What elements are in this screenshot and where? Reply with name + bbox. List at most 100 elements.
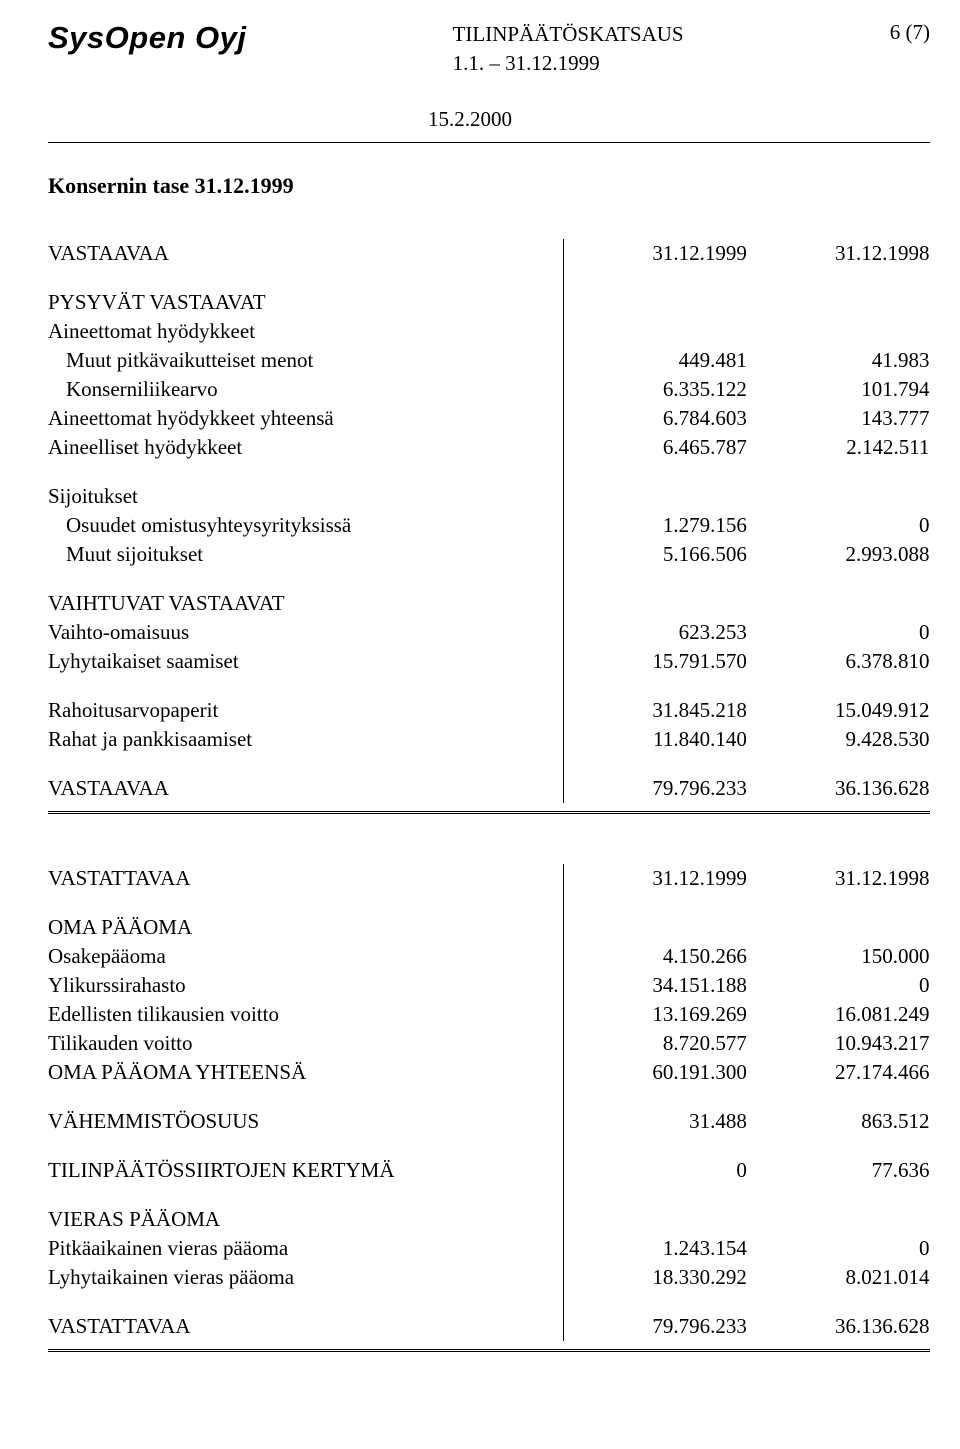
- row-label: Aineelliset hyödykkeet: [48, 433, 564, 462]
- row-value2: 36.136.628: [747, 1312, 930, 1341]
- pysyvat-heading: PYSYVÄT VASTAAVAT: [48, 288, 564, 317]
- row-value1: 31.488: [564, 1107, 747, 1136]
- row-value2: 8.021.014: [747, 1263, 930, 1292]
- liabilities-col-headers: VASTATTAVAA 31.12.1999 31.12.1998: [48, 864, 930, 893]
- liabilities-double-rule: [48, 1349, 930, 1352]
- row-value2: 6.378.810: [747, 647, 930, 676]
- table-row: Rahoitusarvopaperit 31.845.218 15.049.91…: [48, 696, 930, 725]
- row-value1: 1.243.154: [564, 1234, 747, 1263]
- row-value1: 6.465.787: [564, 433, 747, 462]
- liabilities-table: VASTATTAVAA 31.12.1999 31.12.1998 OMA PÄ…: [48, 864, 930, 1341]
- row-value1: 18.330.292: [564, 1263, 747, 1292]
- aineettomat-heading: Aineettomat hyödykkeet: [48, 317, 564, 346]
- row-label: Muut sijoitukset: [48, 540, 564, 569]
- row-value1: 11.840.140: [564, 725, 747, 754]
- row-value1: 1.279.156: [564, 511, 747, 540]
- row-label: TILINPÄÄTÖSSIIRTOJEN KERTYMÄ: [48, 1156, 564, 1185]
- row-value1: 623.253: [564, 618, 747, 647]
- table-row: Muut pitkävaikutteiset menot 449.481 41.…: [48, 346, 930, 375]
- row-label: Aineettomat hyödykkeet yhteensä: [48, 404, 564, 433]
- row-label: Osuudet omistusyhteysyrityksissä: [48, 511, 564, 540]
- assets-col-headers: VASTAAVAA 31.12.1999 31.12.1998: [48, 239, 930, 268]
- row-value1: 60.191.300: [564, 1058, 747, 1087]
- row-value2: 16.081.249: [747, 1000, 930, 1029]
- row-value1: 79.796.233: [564, 1312, 747, 1341]
- table-row: Konserniliikearvo 6.335.122 101.794: [48, 375, 930, 404]
- row-value1: 15.791.570: [564, 647, 747, 676]
- table-row: Edellisten tilikausien voitto 13.169.269…: [48, 1000, 930, 1029]
- row-label: Pitkäaikainen vieras pääoma: [48, 1234, 564, 1263]
- row-value2: 0: [747, 1234, 930, 1263]
- row-value2: 36.136.628: [747, 774, 930, 803]
- table-row: Aineettomat hyödykkeet yhteensä 6.784.60…: [48, 404, 930, 433]
- doc-title-block: TILINPÄÄTÖSKATSAUS 1.1. – 31.12.1999: [453, 20, 684, 79]
- row-label: Rahoitusarvopaperit: [48, 696, 564, 725]
- liab-header-label: VASTATTAVAA: [48, 864, 564, 893]
- row-label: Lyhytaikainen vieras pääoma: [48, 1263, 564, 1292]
- liabilities-total-row: VASTATTAVAA 79.796.233 36.136.628: [48, 1312, 930, 1341]
- liab-header-col2: 31.12.1998: [747, 864, 930, 893]
- row-value1: 4.150.266: [564, 942, 747, 971]
- document-header: SysOpen Oyj TILINPÄÄTÖSKATSAUS 1.1. – 31…: [48, 20, 930, 79]
- row-value2: 27.174.466: [747, 1058, 930, 1087]
- doc-title: TILINPÄÄTÖSKATSAUS: [453, 20, 684, 49]
- row-value1: 6.784.603: [564, 404, 747, 433]
- liab-header-col1: 31.12.1999: [564, 864, 747, 893]
- table-row: Aineelliset hyödykkeet 6.465.787 2.142.5…: [48, 433, 930, 462]
- row-value2: 77.636: [747, 1156, 930, 1185]
- vieras-paaoma-heading: VIERAS PÄÄOMA: [48, 1205, 564, 1234]
- table-row: Muut sijoitukset 5.166.506 2.993.088: [48, 540, 930, 569]
- row-value2: 0: [747, 971, 930, 1000]
- assets-header-label: VASTAAVAA: [48, 239, 564, 268]
- table-row: Osakepääoma 4.150.266 150.000: [48, 942, 930, 971]
- row-label: VASTAAVAA: [48, 774, 564, 803]
- row-value1: 5.166.506: [564, 540, 747, 569]
- sijoitukset-heading: Sijoitukset: [48, 482, 564, 511]
- row-label: Vaihto-omaisuus: [48, 618, 564, 647]
- row-value2: 2.993.088: [747, 540, 930, 569]
- row-value2: 0: [747, 618, 930, 647]
- row-value2: 150.000: [747, 942, 930, 971]
- header-rule: [48, 142, 930, 143]
- row-label: VÄHEMMISTÖOSUUS: [48, 1107, 564, 1136]
- row-value2: 9.428.530: [747, 725, 930, 754]
- row-value1: 0: [564, 1156, 747, 1185]
- row-value1: 31.845.218: [564, 696, 747, 725]
- row-value2: 143.777: [747, 404, 930, 433]
- table-row: Ylikurssirahasto 34.151.188 0: [48, 971, 930, 1000]
- table-row: TILINPÄÄTÖSSIIRTOJEN KERTYMÄ 0 77.636: [48, 1156, 930, 1185]
- assets-total-row: VASTAAVAA 79.796.233 36.136.628: [48, 774, 930, 803]
- page-number: 6 (7): [890, 20, 930, 45]
- table-row: Tilikauden voitto 8.720.577 10.943.217: [48, 1029, 930, 1058]
- row-value1: 34.151.188: [564, 971, 747, 1000]
- doc-period: 1.1. – 31.12.1999: [453, 49, 684, 78]
- table-row: Rahat ja pankkisaamiset 11.840.140 9.428…: [48, 725, 930, 754]
- row-label: Edellisten tilikausien voitto: [48, 1000, 564, 1029]
- assets-header-col2: 31.12.1998: [747, 239, 930, 268]
- row-label: Konserniliikearvo: [48, 375, 564, 404]
- row-value2: 10.943.217: [747, 1029, 930, 1058]
- table-row: Pitkäaikainen vieras pääoma 1.243.154 0: [48, 1234, 930, 1263]
- row-value1: 8.720.577: [564, 1029, 747, 1058]
- row-value1: 6.335.122: [564, 375, 747, 404]
- company-name: SysOpen Oyj: [48, 20, 246, 56]
- row-label: Lyhytaikaiset saamiset: [48, 647, 564, 676]
- section-title: Konsernin tase 31.12.1999: [48, 173, 930, 199]
- vaihtuvat-heading: VAIHTUVAT VASTAAVAT: [48, 589, 564, 618]
- row-label: Muut pitkävaikutteiset menot: [48, 346, 564, 375]
- assets-table: VASTAAVAA 31.12.1999 31.12.1998 PYSYVÄT …: [48, 239, 930, 803]
- table-row: Osuudet omistusyhteysyrityksissä 1.279.1…: [48, 511, 930, 540]
- row-label: Rahat ja pankkisaamiset: [48, 725, 564, 754]
- row-value2: 41.983: [747, 346, 930, 375]
- doc-date: 15.2.2000: [428, 107, 930, 132]
- table-row: OMA PÄÄOMA YHTEENSÄ 60.191.300 27.174.46…: [48, 1058, 930, 1087]
- assets-header-col1: 31.12.1999: [564, 239, 747, 268]
- table-row: Lyhytaikainen vieras pääoma 18.330.292 8…: [48, 1263, 930, 1292]
- row-value2: 15.049.912: [747, 696, 930, 725]
- oma-paaoma-heading: OMA PÄÄOMA: [48, 913, 564, 942]
- row-value2: 863.512: [747, 1107, 930, 1136]
- row-value2: 0: [747, 511, 930, 540]
- row-label: Osakepääoma: [48, 942, 564, 971]
- row-value1: 13.169.269: [564, 1000, 747, 1029]
- table-row: Vaihto-omaisuus 623.253 0: [48, 618, 930, 647]
